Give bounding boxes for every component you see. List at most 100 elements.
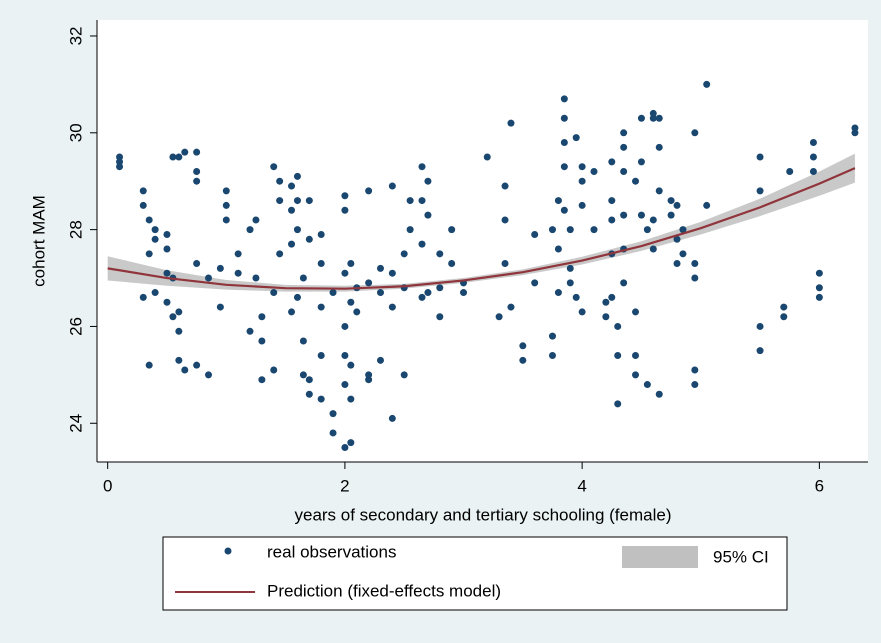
observation: [531, 230, 539, 238]
observation: [341, 381, 349, 389]
observation: [519, 356, 527, 364]
observation: [620, 129, 628, 137]
observation: [418, 197, 426, 205]
observation: [602, 298, 610, 306]
observation: [649, 109, 657, 117]
x-tick-label: 2: [340, 476, 349, 495]
observation: [851, 129, 859, 137]
observation: [317, 260, 325, 268]
observation: [424, 211, 432, 219]
observation: [116, 163, 124, 171]
observation: [288, 182, 296, 190]
observation: [234, 269, 242, 277]
observation: [566, 226, 574, 234]
observation: [347, 361, 355, 369]
y-tick-label: 26: [66, 317, 85, 336]
observation: [560, 138, 568, 146]
observation: [388, 182, 396, 190]
observation: [436, 250, 444, 258]
observation: [222, 187, 230, 195]
observation: [299, 337, 307, 345]
observation: [347, 260, 355, 268]
observation: [548, 351, 556, 359]
observation: [293, 226, 301, 234]
observation: [691, 260, 699, 268]
observation: [163, 298, 171, 306]
observation: [175, 153, 183, 161]
observation: [145, 250, 153, 258]
observation: [163, 269, 171, 277]
observation: [216, 303, 224, 311]
observation: [317, 351, 325, 359]
observation: [483, 153, 491, 161]
observation: [703, 201, 711, 209]
observation: [175, 327, 183, 335]
observation: [614, 400, 622, 408]
observation: [151, 235, 159, 243]
observation: [151, 226, 159, 234]
observation: [216, 264, 224, 272]
observation: [637, 211, 645, 219]
observation: [495, 313, 503, 321]
x-axis-title: years of secondary and tertiary schoolin…: [294, 505, 671, 524]
observation: [614, 322, 622, 330]
observation: [679, 250, 687, 258]
observation: [365, 279, 373, 287]
observation: [649, 245, 657, 253]
observation: [329, 289, 337, 297]
observation: [572, 293, 580, 301]
y-tick-label: 32: [66, 27, 85, 46]
observation: [643, 381, 651, 389]
observation: [406, 226, 414, 234]
observation: [305, 390, 313, 398]
observation: [602, 313, 610, 321]
observation: [276, 177, 284, 185]
observation: [418, 240, 426, 248]
observation: [590, 168, 598, 176]
observation: [258, 376, 266, 384]
observation: [222, 216, 230, 224]
observation: [424, 289, 432, 297]
observation: [655, 114, 663, 122]
observation: [548, 226, 556, 234]
observation: [649, 216, 657, 224]
observation: [703, 80, 711, 88]
observation: [614, 351, 622, 359]
observation: [560, 206, 568, 214]
observation: [851, 124, 859, 132]
observation: [673, 235, 681, 243]
observation: [679, 226, 687, 234]
observation: [643, 226, 651, 234]
observation: [655, 187, 663, 195]
observation: [288, 240, 296, 248]
observation: [436, 284, 444, 292]
observation: [193, 148, 201, 156]
observation: [388, 269, 396, 277]
observation: [578, 177, 586, 185]
observation: [299, 371, 307, 379]
observation: [566, 279, 574, 287]
y-tick-label: 24: [66, 414, 85, 433]
observation: [341, 269, 349, 277]
observation: [560, 114, 568, 122]
observation: [317, 395, 325, 403]
observation: [815, 269, 823, 277]
observation: [175, 356, 183, 364]
legend-label: Prediction (fixed-effects model): [267, 581, 501, 600]
observation: [809, 153, 817, 161]
observation: [270, 163, 278, 171]
observation: [673, 260, 681, 268]
observation: [400, 371, 408, 379]
observation: [341, 206, 349, 214]
observation: [649, 114, 657, 122]
legend-marker: [224, 547, 232, 555]
observation: [809, 138, 817, 146]
observation: [270, 289, 278, 297]
observation: [145, 216, 153, 224]
observation: [620, 211, 628, 219]
observation: [572, 134, 580, 142]
observation: [691, 381, 699, 389]
observation: [418, 163, 426, 171]
observation: [632, 177, 640, 185]
